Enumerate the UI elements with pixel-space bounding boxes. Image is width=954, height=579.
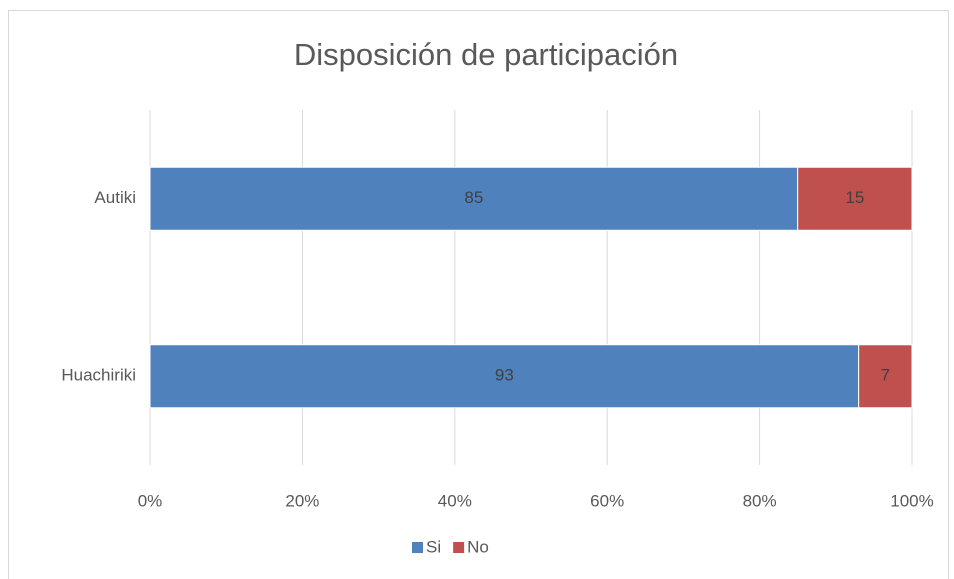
x-tick-label: 100%: [890, 491, 933, 510]
data-label: 93: [495, 366, 514, 385]
bar-segment: [149, 166, 799, 231]
legend-label: Si: [426, 537, 441, 556]
y-tick-label: Huachiriki: [61, 366, 136, 385]
bar-segment: [858, 344, 913, 409]
x-tick-label: 0%: [138, 491, 163, 510]
data-label: 15: [845, 188, 864, 207]
bar-segment: [149, 344, 860, 409]
x-tick-label: 60%: [590, 491, 624, 510]
x-tick-label: 40%: [438, 491, 472, 510]
data-label: 85: [464, 188, 483, 207]
y-tick-label: Autiki: [94, 188, 136, 207]
x-tick-label: 80%: [743, 491, 777, 510]
chart-border: [8, 10, 949, 579]
chart-title: Disposición de participación: [294, 37, 678, 72]
data-label: 7: [881, 366, 890, 385]
x-tick-label: 20%: [285, 491, 319, 510]
legend-swatch: [453, 542, 465, 553]
legend-label: No: [467, 537, 489, 556]
legend-swatch: [412, 542, 423, 553]
bar-segment: [797, 166, 913, 231]
